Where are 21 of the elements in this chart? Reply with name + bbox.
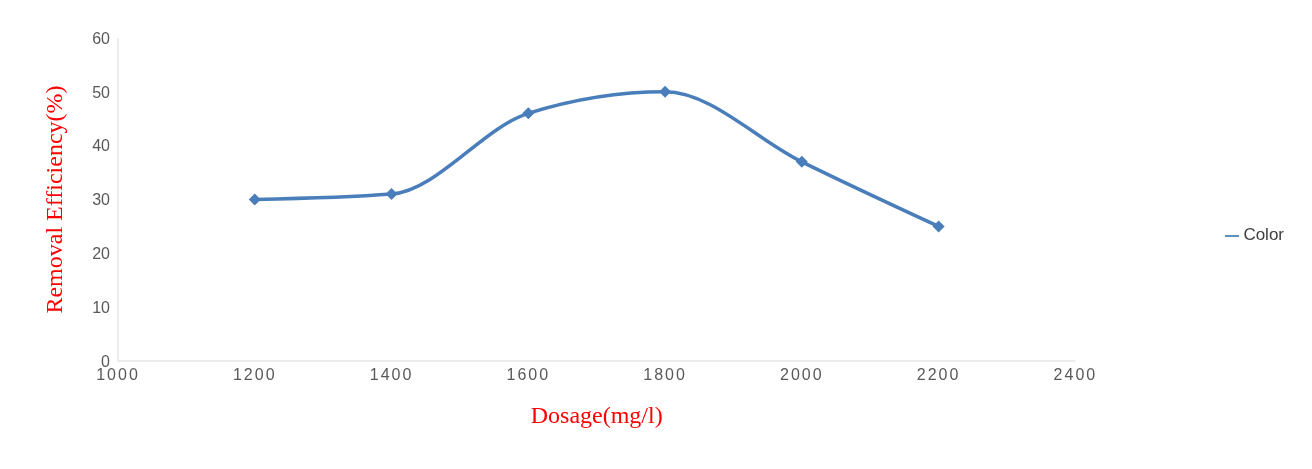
y-tick-label: 40 (92, 137, 111, 155)
legend-label: Color (1243, 224, 1284, 244)
point (385, 188, 398, 201)
x-tick-label: 2000 (780, 366, 824, 384)
x-tick-label: 1000 (96, 366, 140, 384)
y-tick-label: 50 (92, 83, 111, 101)
x-axis-title: Dosage(mg/l) (530, 402, 663, 428)
x-tick-label: 1400 (369, 366, 414, 384)
point (932, 220, 945, 233)
y-tick-label: 60 (92, 29, 111, 47)
y-tick-label: 30 (92, 191, 111, 209)
point (522, 107, 535, 120)
x-tick-label: 1200 (232, 366, 277, 384)
x-tick-label: 2400 (1053, 366, 1098, 384)
x-tick-label: 1600 (506, 366, 551, 384)
y-axis-title: Removal Efficiency(%) (40, 85, 67, 314)
point (795, 155, 808, 168)
x-tick-label: 1800 (643, 366, 687, 384)
y-tick-label: 20 (92, 245, 111, 263)
y-tick-label: 10 (92, 298, 111, 316)
x-tick-label: 2200 (916, 366, 961, 384)
